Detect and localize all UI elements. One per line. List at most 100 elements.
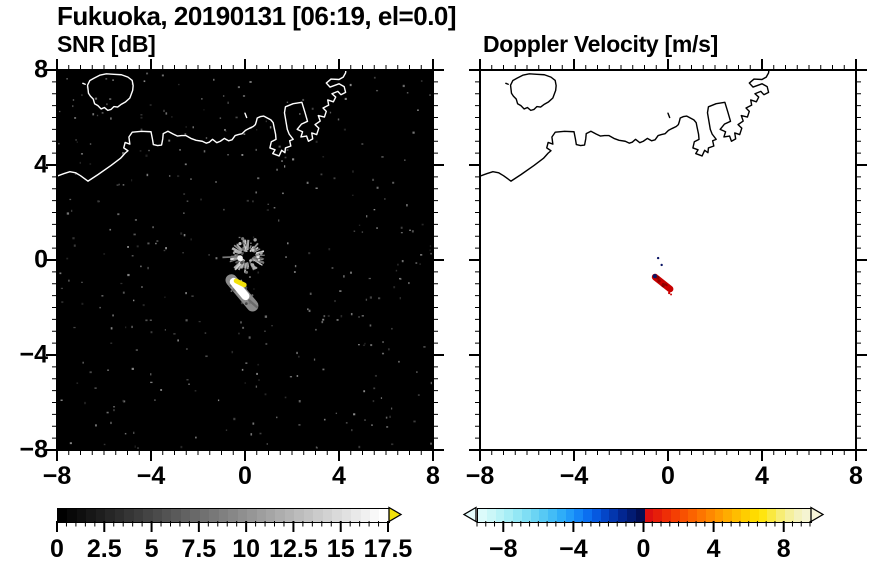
doppler-map-panel [480,70,856,450]
colorbar-segment [86,509,96,522]
colorbar-tick-label: 7.5 [181,535,217,563]
snr-colorbar [57,508,390,523]
colorbar-segment [313,509,323,522]
colorbar-segment [369,509,380,522]
colorbar-segment [495,509,505,522]
x-tick-label: 0 [661,462,675,490]
colorbar-segment [521,509,531,522]
colorbar-segment [784,509,794,522]
colorbar-tick-label: −4 [559,535,588,563]
colorbar-tick-label: −8 [489,535,518,563]
x-tick-label: 8 [849,462,863,490]
colorbar-segment [171,509,181,522]
colorbar-segment [627,509,636,522]
colorbar-segment [618,509,628,522]
doppler-panel-title: Doppler Velocity [m/s] [483,31,718,57]
colorbar-segment [504,509,514,522]
colorbar-segment [95,509,106,522]
colorbar-segment [76,509,87,522]
y-tick-label: 8 [34,55,48,84]
colorbar-segment [591,509,601,522]
colorbar-segment [332,509,342,522]
colorbar-segment [653,509,663,522]
colorbar-segment [209,509,219,522]
colorbar-segment [513,509,522,522]
colorbar-segment [802,509,812,522]
colorbar-segment [294,509,304,522]
colorbar-tick-label: 15 [326,535,355,563]
colorbar-segment [486,509,496,522]
doppler-colorbar [477,508,812,523]
x-tick-label: 0 [238,462,252,490]
colorbar-tick-label: 5 [144,535,159,563]
colorbar-segment [583,509,592,522]
colorbar-segment [275,509,285,522]
colorbar-segment [793,509,803,522]
colorbar-segment [322,509,333,522]
x-tick-label: −4 [559,462,589,490]
colorbar-segment [161,509,172,522]
noise-speckles [57,72,433,450]
colorbar-segment [360,509,370,522]
snr-map-panel [57,70,433,450]
y-tick-label: 0 [34,245,48,274]
colorbar-tick-label: 0 [50,535,64,563]
colorbar-tick-label: 4 [706,535,721,563]
colorbar-tick-label: 10 [232,535,261,563]
colorbar-segment [143,509,153,522]
x-tick-label: 4 [332,462,346,490]
colorbar-tick-label: 0 [636,535,651,563]
colorbar-segment [133,509,144,522]
colorbar-segment [237,509,248,522]
colorbar-segment [114,509,125,522]
colorbar-segment [644,509,654,522]
colorbar-segment [556,509,566,522]
coastline-snr [57,70,346,181]
colorbar-segment [635,509,645,522]
colorbar-segment [124,509,134,522]
y-tick-label: −8 [19,435,48,464]
colorbar-segment [105,509,115,522]
colorbar-segment [662,509,671,522]
colorbar-segment [732,509,741,522]
colorbar-segment [180,509,191,522]
colorbar-segment [341,509,352,522]
x-tick-label: −8 [42,462,72,490]
colorbar-segment [256,509,266,522]
colorbar-segment [478,509,487,522]
colorbar-segment [152,509,162,522]
colorbar-segment [67,509,77,522]
colorbar-segment [379,509,389,522]
colorbar-segment [548,509,557,522]
colorbar-segment [609,509,619,522]
colorbar-segment [697,509,706,522]
y-tick-label: −4 [19,340,48,369]
colorbar-segment [758,509,768,522]
colorbar-segment [218,509,229,522]
colorbar-segment [670,509,680,522]
colorbar-segment [705,509,715,522]
colorbar-segment [284,509,295,522]
colorbar-segment [776,509,785,522]
colorbar-segment [539,509,549,522]
coastline-doppler [480,70,769,181]
colorbar-segment [565,509,575,522]
x-tick-label: 8 [426,462,440,490]
colorbar-tick-label: 8 [776,535,791,563]
colorbar-segment [303,509,314,522]
colorbar-segment [749,509,759,522]
colorbar-segment [723,509,733,522]
colorbar-tick-label: 17.5 [363,535,413,563]
colorbar-segment [600,509,610,522]
x-tick-label: 4 [755,462,769,490]
doppler-echo-layer [651,256,674,296]
snr-panel-title: SNR [dB] [57,31,156,57]
colorbar-segment [58,509,68,522]
colorbar-segment [574,509,584,522]
colorbar-tick-label: 2.5 [86,535,122,563]
colorbar-tick-label: 12.5 [269,535,318,563]
colorbar-segment [247,509,257,522]
colorbar-segment [530,509,540,522]
colorbar-segment [679,509,689,522]
